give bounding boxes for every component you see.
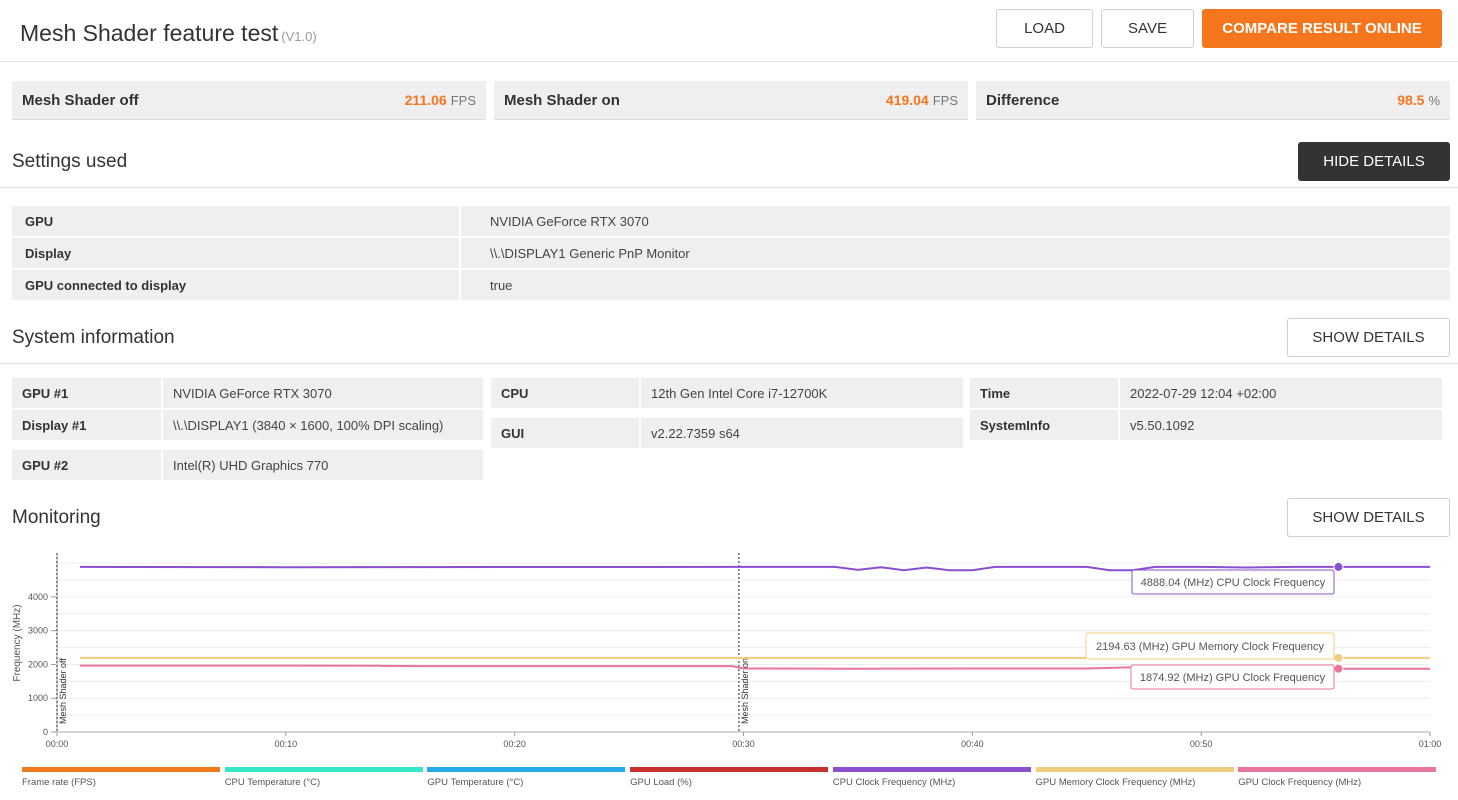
legend-swatch: [832, 767, 1031, 772]
compare-result-online-button[interactable]: COMPARE RESULT ONLINE: [1202, 9, 1442, 48]
divider: [0, 187, 1458, 188]
settings-row: GPU connected to display true: [12, 270, 1450, 300]
tooltip-label: 2194.63 (MHz) GPU Memory Clock Frequency: [1096, 641, 1325, 653]
save-button[interactable]: SAVE: [1101, 9, 1194, 48]
legend-item[interactable]: CPU Temperature (°C): [224, 767, 423, 795]
legend-label: GPU Clock Frequency (MHz): [1238, 777, 1362, 788]
settings-key: GPU: [12, 206, 459, 236]
legend-item[interactable]: GPU Clock Frequency (MHz): [1238, 767, 1437, 795]
marker-label: Mesh Shader on: [740, 658, 750, 724]
settings-value: NVIDIA GeForce RTX 3070: [461, 206, 1450, 236]
legend-swatch: [1238, 767, 1437, 772]
x-tick-label: 00:00: [46, 739, 69, 749]
info-value-cpu: 12th Gen Intel Core i7-12700K: [641, 378, 963, 408]
info-key-cpu: CPU: [491, 378, 639, 408]
legend-swatch: [427, 767, 626, 772]
info-key-display1: Display #1: [12, 410, 161, 440]
settings-row: Display \\.\DISPLAY1 Generic PnP Monitor: [12, 238, 1450, 268]
tooltip-box: [1130, 664, 1335, 690]
system-info-section-title: System information: [12, 327, 175, 348]
score-unit: FPS: [450, 92, 476, 108]
score-label: Difference: [986, 91, 1060, 109]
score-unit: FPS: [932, 92, 958, 108]
monitoring-show-details-button[interactable]: SHOW DETAILS: [1287, 498, 1450, 537]
x-tick-label: 00:40: [961, 739, 984, 749]
load-button[interactable]: LOAD: [996, 9, 1093, 48]
legend-item[interactable]: Frame rate (FPS): [22, 767, 220, 795]
score-value: 419.04: [885, 92, 929, 108]
y-tick-label: 0: [43, 727, 48, 737]
settings-section-title: Settings used: [12, 151, 128, 172]
score-unit: %: [1428, 92, 1440, 108]
settings-value: true: [461, 270, 1450, 300]
legend-label: GPU Temperature (°C): [427, 777, 524, 788]
info-key-time: Time: [970, 378, 1118, 408]
divider: [0, 363, 1458, 364]
y-axis-label: Frequency (MHz): [12, 604, 23, 681]
info-value-gpu2: Intel(R) UHD Graphics 770: [163, 450, 483, 480]
tooltip-box: [1085, 632, 1335, 660]
legend-swatch: [22, 767, 220, 772]
score-label: Mesh Shader on: [504, 91, 620, 109]
settings-row: GPU NVIDIA GeForce RTX 3070: [12, 206, 1450, 236]
score-mesh-shader-off: Mesh Shader off 211.06 FPS: [12, 81, 486, 120]
page-title-text: Mesh Shader feature test: [20, 20, 279, 46]
y-tick-label: 3000: [28, 626, 48, 636]
tooltip-box: [1131, 569, 1335, 595]
legend-label: Frame rate (FPS): [22, 777, 96, 788]
system-show-details-button[interactable]: SHOW DETAILS: [1287, 318, 1450, 357]
legend-swatch: [1035, 767, 1234, 772]
tooltip-label: 4888.04 (MHz) CPU Clock Frequency: [1141, 577, 1326, 589]
y-tick-label: 1000: [28, 693, 48, 703]
x-tick-label: 00:30: [732, 739, 755, 749]
version-label: (V1.0): [281, 29, 317, 44]
legend-label: GPU Load (%): [630, 777, 692, 788]
series-line: [79, 565, 1430, 572]
settings-key: GPU connected to display: [12, 270, 459, 300]
legend-item[interactable]: GPU Temperature (°C): [427, 767, 626, 795]
y-tick-label: 4000: [28, 592, 48, 602]
info-key-gui: GUI: [491, 418, 639, 448]
score-mesh-shader-on: Mesh Shader on 419.04 FPS: [494, 81, 968, 120]
tooltip-label: 1874.92 (MHz) GPU Clock Frequency: [1140, 672, 1326, 684]
score-value: 98.5: [1397, 92, 1425, 108]
score-label: Mesh Shader off: [22, 91, 139, 109]
monitoring-chart: Frequency (MHz) 0 1000 2000 3000 4000 00:00 00…: [12, 553, 1442, 749]
info-value-display1: \\.\DISPLAY1 (3840 × 1600, 100% DPI scal…: [163, 410, 483, 440]
settings-value: \\.\DISPLAY1 Generic PnP Monitor: [461, 238, 1450, 268]
tooltip-point: [1333, 652, 1344, 663]
legend-label: CPU Clock Frequency (MHz): [832, 777, 956, 788]
score-value: 211.06: [404, 92, 447, 108]
score-difference: Difference 98.5 %: [976, 81, 1450, 120]
page-title: Mesh Shader feature test (V1.0): [20, 20, 317, 47]
x-tick-label: 00:20: [503, 739, 526, 749]
info-key-gpu2: GPU #2: [12, 450, 161, 480]
tooltip-point: [1333, 663, 1344, 674]
marker-label: Mesh Shader off: [58, 658, 68, 724]
info-value-systeminfo: v5.50.1092: [1120, 410, 1442, 440]
legend-label: GPU Memory Clock Frequency (MHz): [1035, 777, 1196, 788]
info-value-time: 2022-07-29 12:04 +02:00: [1120, 378, 1442, 408]
legend-item[interactable]: CPU Clock Frequency (MHz): [832, 767, 1031, 795]
legend-swatch: [224, 767, 423, 772]
legend-item[interactable]: GPU Load (%): [630, 767, 829, 795]
info-key-systeminfo: SystemInfo: [970, 410, 1118, 440]
info-value-gui: v2.22.7359 s64: [641, 418, 963, 448]
hide-details-button[interactable]: HIDE DETAILS: [1298, 142, 1450, 181]
top-bar: Mesh Shader feature test (V1.0) LOAD SAVE…: [0, 0, 1458, 62]
legend-label: CPU Temperature (°C): [224, 777, 321, 788]
info-value-gpu1: NVIDIA GeForce RTX 3070: [163, 378, 483, 408]
x-tick-label: 01:00: [1419, 739, 1442, 749]
monitoring-section-title: Monitoring: [12, 507, 101, 528]
legend-swatch: [630, 767, 829, 772]
settings-key: Display: [12, 238, 459, 268]
y-tick-label: 2000: [28, 659, 48, 669]
legend-item[interactable]: GPU Memory Clock Frequency (MHz): [1035, 767, 1234, 795]
x-tick-label: 00:50: [1190, 739, 1213, 749]
tooltip-point: [1333, 561, 1344, 572]
info-key-gpu1: GPU #1: [12, 378, 161, 408]
x-tick-label: 00:10: [275, 739, 298, 749]
